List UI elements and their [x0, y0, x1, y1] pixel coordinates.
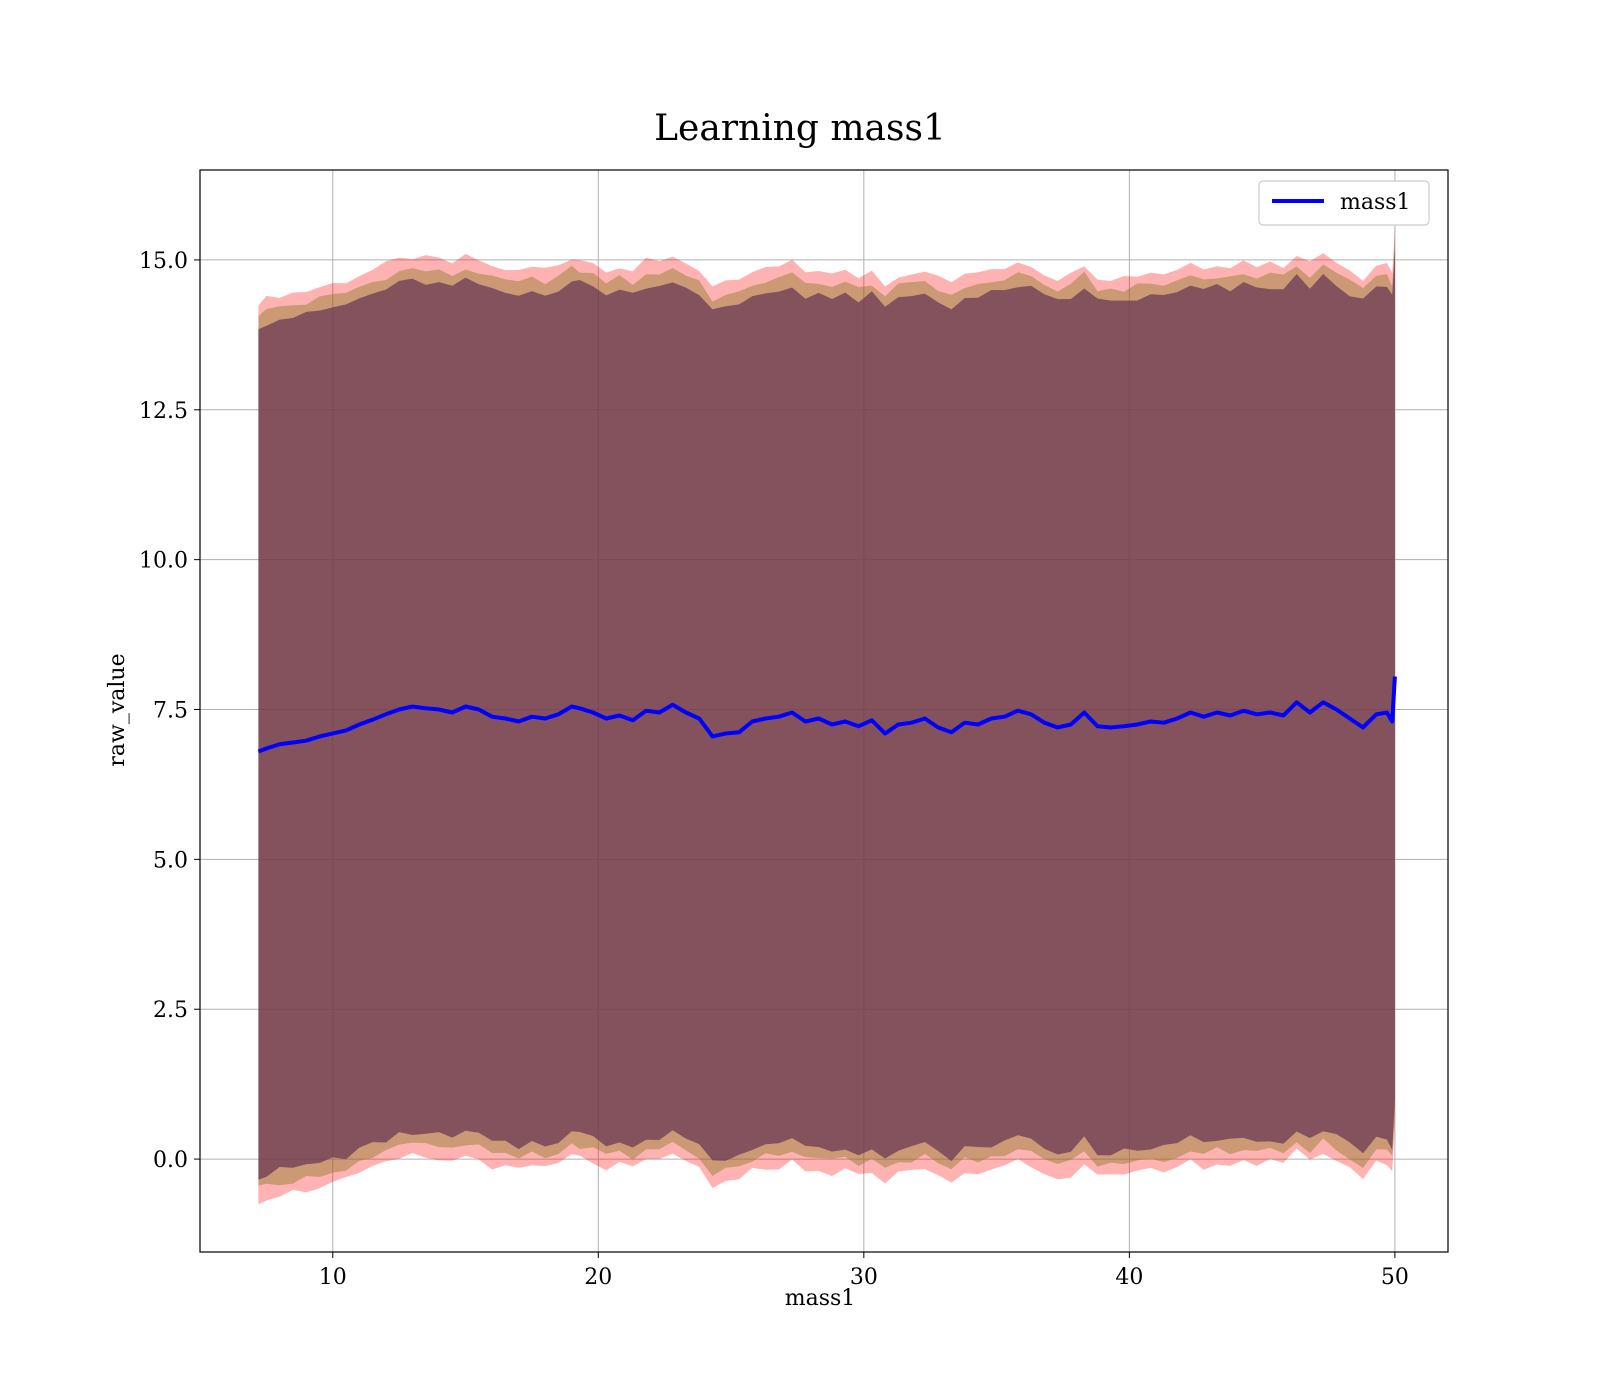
x-tick-label-10: 10 — [319, 1265, 347, 1290]
y-tick-label-0.0: 0.0 — [153, 1148, 188, 1173]
y-axis-ticks: 0.0 2.5 5.0 7.5 10.0 12.5 15.0 — [139, 249, 200, 1173]
y-tick-label-15.0: 15.0 — [139, 249, 188, 274]
y-axis-label: raw_value — [105, 653, 130, 766]
x-axis-label: mass1 — [785, 1286, 856, 1311]
y-tick-label-10.0: 10.0 — [139, 549, 188, 574]
x-tick-label-30: 30 — [850, 1265, 878, 1290]
series-lines — [257, 676, 1397, 754]
series-line-mass1 — [257, 676, 1397, 754]
uncertainty-bands — [258, 227, 1395, 1205]
band-inner — [258, 247, 1395, 1180]
axes-frame — [199, 169, 1449, 1253]
x-tick-label-40: 40 — [1115, 1265, 1143, 1290]
y-tick-label-5.0: 5.0 — [153, 848, 188, 873]
x-tick-label-50: 50 — [1381, 1265, 1409, 1290]
chart-title: Learning mass1 — [654, 108, 946, 149]
legend: mass1 — [1258, 180, 1430, 226]
x-axis-ticks: 10 20 30 40 50 — [319, 1252, 1409, 1290]
y-tick-label-12.5: 12.5 — [139, 399, 188, 424]
y-tick-label-2.5: 2.5 — [153, 998, 188, 1023]
x-tick-label-20: 20 — [584, 1265, 612, 1290]
y-tick-label-7.5: 7.5 — [153, 699, 188, 724]
legend-box — [1258, 180, 1430, 226]
axes — [199, 169, 1449, 1253]
legend-label-mass1: mass1 — [1340, 190, 1411, 215]
